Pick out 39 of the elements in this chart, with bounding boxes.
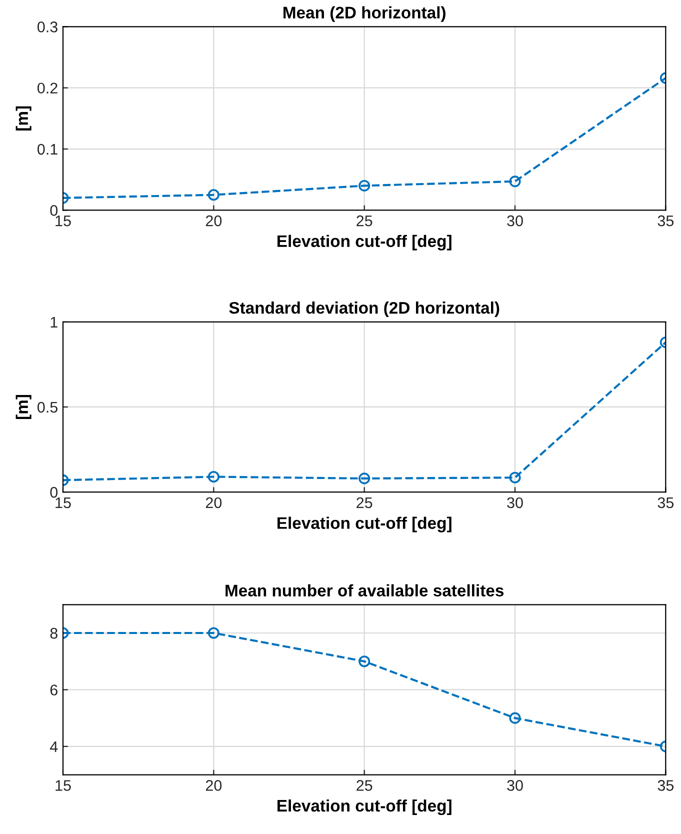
x-tick-label: 15 [56,780,71,791]
y-tick-label: 8 [50,628,58,639]
x-axis-title: Elevation cut-off [deg] [278,516,452,532]
x-tick-label: 15 [56,497,71,508]
point [509,176,521,188]
chart-title: Mean number of available satellites [226,584,504,596]
point [358,656,370,668]
y-tick-label: 0 [50,205,58,216]
x-tick-label: 30 [507,497,523,508]
x-tick-label: 20 [206,780,222,791]
x-tick-label: 35 [658,780,674,791]
x-tick-label: 20 [206,497,222,508]
y-tick-label: 1 [50,316,58,328]
y-tick-label: 0.3 [37,22,58,32]
y-tick-label: 0.1 [37,144,58,155]
x-tick-label: 35 [658,497,674,508]
y-axis-title: [m] [16,394,32,420]
point [509,712,521,724]
x-tick-label: 30 [507,215,523,226]
y-tick-label: 0.5 [37,402,58,413]
y-tick-label: 0.2 [37,82,58,94]
chart-title: Mean (2D horizontal) [284,6,446,22]
y-tick-label: 6 [50,684,58,696]
x-axis-title: Elevation cut-off [deg] [278,799,452,816]
x-tick-label: 15 [56,216,71,226]
point [358,472,370,484]
x-tick-label: 30 [507,780,523,791]
chart-title: Standard deviation (2D horizontal) [229,302,500,318]
y-tick-label: 4 [50,741,58,752]
point [358,180,370,192]
x-tick-label: 20 [206,215,222,226]
x-tick-label: 25 [356,215,372,226]
x-axis-title: Elevation cut-off [deg] [278,234,452,250]
y-tick-label: 0 [50,486,58,498]
y-axis-title: [m] [16,106,32,130]
x-tick-label: 25 [356,780,372,791]
x-tick-label: 25 [356,497,372,508]
point [509,472,521,484]
x-tick-label: 35 [658,215,674,226]
